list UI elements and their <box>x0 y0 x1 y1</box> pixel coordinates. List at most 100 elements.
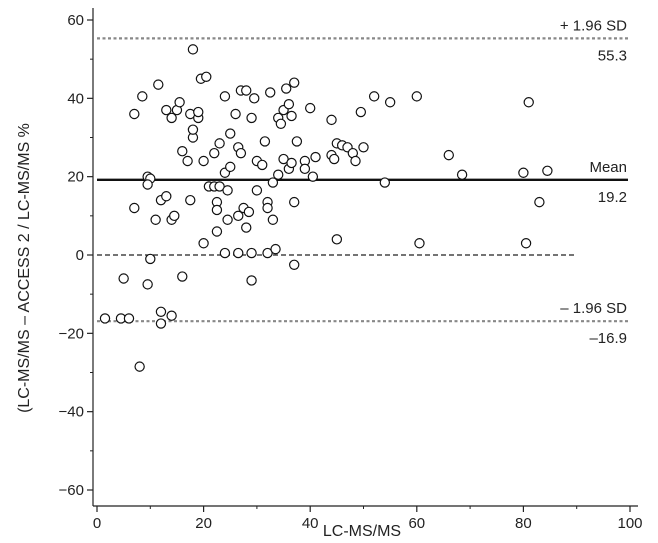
data-point <box>456 169 468 180</box>
y-tick-label: 20 <box>67 169 84 186</box>
axes: 60 40 20 0 −20 −40 −60 0 20 40 60 80 100 <box>59 8 643 532</box>
data-point <box>286 110 297 122</box>
y-tick-label: 0 <box>76 247 84 264</box>
y-tick-label: −40 <box>59 404 84 421</box>
data-point <box>142 279 153 290</box>
data-point <box>257 159 268 171</box>
data-point <box>235 147 247 159</box>
data-point <box>161 191 172 202</box>
data-point <box>233 247 244 259</box>
ref-value-mean: 19.2 <box>598 189 627 206</box>
x-tick-label: 100 <box>617 515 642 532</box>
data-point <box>262 202 273 214</box>
data-point <box>270 243 281 255</box>
y-axis-label: (LC-MS/MS – ACCESS 2 / LC-MS/MS % <box>16 123 33 413</box>
data-point <box>166 112 177 124</box>
data-point <box>331 234 343 245</box>
data-point <box>534 196 545 208</box>
x-tick-label: 20 <box>195 515 212 532</box>
data-point <box>219 91 231 102</box>
data-point <box>286 157 297 169</box>
data-point <box>251 185 263 196</box>
data-point <box>443 149 454 161</box>
y-tick-label: 60 <box>67 12 84 29</box>
data-point <box>246 275 257 286</box>
data-point <box>358 142 369 153</box>
data-point <box>222 185 233 196</box>
data-point <box>241 85 252 96</box>
data-point <box>259 136 271 147</box>
data-point <box>177 146 188 157</box>
data-point <box>153 79 164 90</box>
data-point <box>243 206 255 218</box>
ref-label-mean: Mean <box>589 159 627 176</box>
data-point <box>211 226 223 237</box>
reference-labels: + 1.96 SD 55.3 Mean 19.2 – 1.96 SD –16.9 <box>560 17 627 347</box>
data-point <box>291 136 303 147</box>
data-point <box>193 106 204 118</box>
data-point <box>225 161 236 173</box>
data-point <box>241 222 252 233</box>
data-point <box>283 99 295 110</box>
ref-label-lower: – 1.96 SD <box>560 300 627 317</box>
data-point <box>414 238 425 249</box>
data-point <box>310 151 321 163</box>
data-point <box>379 177 391 188</box>
data-point <box>299 163 311 175</box>
data-point <box>129 108 140 120</box>
data-point <box>211 204 223 216</box>
data-point <box>523 97 534 108</box>
data-point <box>219 247 231 259</box>
data-point <box>145 253 156 265</box>
ref-label-upper: + 1.96 SD <box>560 17 627 34</box>
data-point <box>123 313 135 324</box>
data-point <box>214 138 225 149</box>
data-point <box>289 196 300 208</box>
data-point <box>542 165 553 176</box>
y-tick-label: −60 <box>59 482 84 499</box>
data-point <box>99 313 111 324</box>
data-point <box>198 238 209 249</box>
data-point <box>246 112 257 124</box>
data-point <box>326 114 337 126</box>
data-point <box>187 124 199 135</box>
data-point <box>150 214 161 225</box>
data-points <box>99 44 553 372</box>
data-point <box>249 93 260 104</box>
data-point <box>328 153 340 165</box>
data-point <box>225 128 236 139</box>
data-point <box>267 214 279 225</box>
data-point <box>209 147 220 159</box>
data-point <box>201 71 212 82</box>
data-point <box>518 167 529 178</box>
ref-value-lower: –16.9 <box>589 330 627 347</box>
data-point <box>187 44 199 55</box>
data-point <box>230 108 241 120</box>
x-tick-label: 0 <box>93 515 101 532</box>
data-point <box>350 155 361 167</box>
data-point <box>267 177 279 188</box>
data-point <box>273 169 284 180</box>
data-point <box>134 361 145 372</box>
data-point <box>182 155 193 167</box>
x-tick-label: 80 <box>515 515 532 532</box>
data-point <box>222 214 233 225</box>
data-point <box>155 318 167 329</box>
data-point <box>275 118 287 129</box>
y-tick-label: −20 <box>59 325 84 342</box>
data-point <box>233 210 244 222</box>
data-point <box>355 106 367 118</box>
data-point <box>185 194 196 206</box>
data-point <box>137 91 148 102</box>
ref-value-upper: 55.3 <box>598 47 627 64</box>
data-point <box>174 97 185 108</box>
data-point <box>289 259 300 270</box>
data-point <box>169 210 180 222</box>
data-point <box>307 171 319 182</box>
data-point <box>198 155 209 167</box>
reference-lines <box>97 37 628 323</box>
x-axis-label: LC-MS/MS <box>323 523 401 540</box>
data-point <box>246 247 257 259</box>
x-tick-label: 40 <box>302 515 319 532</box>
x-tick-label: 60 <box>408 515 425 532</box>
